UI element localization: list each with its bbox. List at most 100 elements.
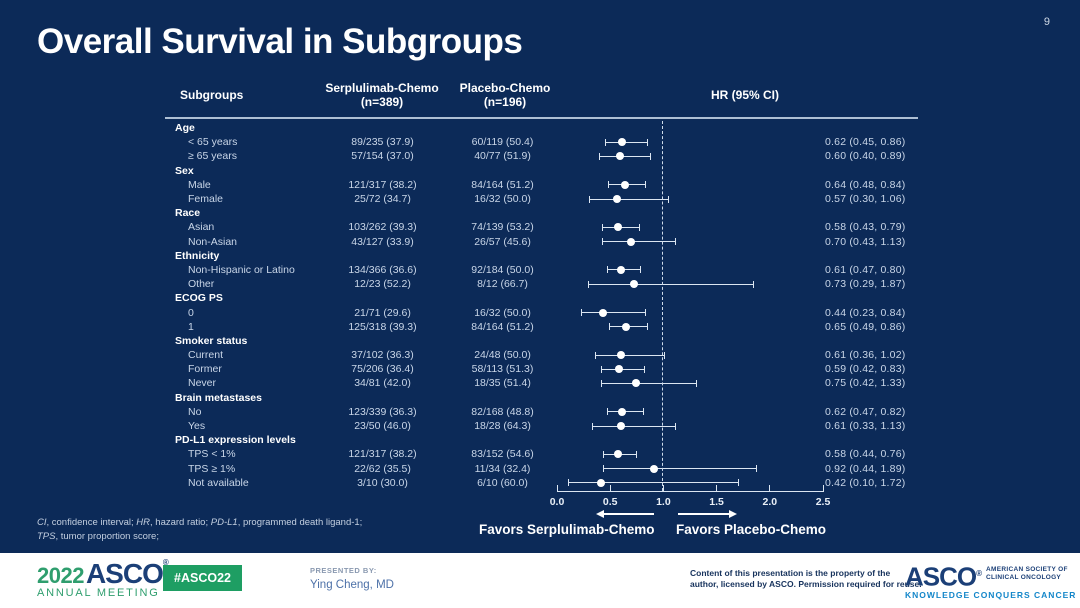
hashtag-badge: #ASCO22 — [163, 565, 242, 591]
category-row: Brain metastases — [175, 391, 990, 405]
asco-tagline: KNOWLEDGE CONQUERS CANCER — [905, 589, 1077, 600]
hr-point — [615, 365, 624, 374]
category-row: Ethnicity — [175, 249, 990, 263]
subgroup-row: No 123/339 (36.3) 82/168 (48.8) 0.62 (0.47,… — [175, 405, 990, 419]
ci-cap-low — [581, 309, 583, 317]
subgroup-label: < 65 years — [188, 136, 238, 149]
footnote-segment: HR — [136, 517, 151, 528]
favors-right-arrowhead-icon — [729, 510, 737, 518]
forest-plot-cell — [555, 263, 825, 277]
hr-value: 0.61 (0.36, 1.02) — [825, 349, 906, 362]
forest-plot-cell — [555, 376, 825, 390]
x-axis-tick — [609, 485, 611, 492]
subgroup-label: Other — [188, 278, 215, 291]
arm2-value: 16/32 (50.0) — [474, 306, 531, 319]
ci-cap-low — [606, 266, 608, 274]
subgroup-row: Former 75/206 (36.4) 58/113 (51.3) 0.59 (0.… — [175, 362, 990, 376]
ci-cap-low — [602, 238, 604, 246]
subgroup-label: Non-Hispanic or Latino — [188, 263, 295, 276]
hr-point — [621, 322, 630, 331]
forest-plot-cell — [555, 462, 825, 476]
forest-plot-cell — [555, 348, 825, 362]
hr-point — [614, 223, 623, 232]
column-header-placebo: Placebo-Chemo (n=196) — [440, 81, 570, 109]
footnote-segment: , hazard ratio; — [150, 517, 211, 528]
hr-value: 0.44 (0.23, 0.84) — [825, 306, 906, 319]
arm1-value: 12/23 (52.2) — [354, 278, 411, 291]
ci-cap-low — [588, 195, 590, 203]
category-row: Sex — [175, 164, 990, 178]
arm2-name: Placebo-Chemo — [459, 81, 551, 95]
forest-plot-cell — [555, 135, 825, 149]
ci-cap-high — [644, 309, 646, 317]
x-axis-tick — [662, 485, 664, 492]
hr-value: 0.61 (0.47, 0.80) — [825, 263, 906, 276]
arm1-value: 75/206 (36.4) — [351, 363, 414, 376]
arm2-value: 60/119 (50.4) — [471, 136, 534, 149]
x-axis-line — [557, 491, 824, 492]
arm1-value: 21/71 (29.6) — [354, 306, 411, 319]
arm2-value: 11/34 (32.4) — [474, 462, 531, 475]
category-row: Age — [175, 121, 990, 135]
ci-cap-high — [642, 408, 644, 416]
subgroup-label: Asian — [188, 221, 215, 234]
ci-cap-low — [567, 479, 569, 487]
subgroup-row: < 65 years 89/235 (37.9) 60/119 (50.4) 0.62… — [175, 135, 990, 149]
arm1-value: 89/235 (37.9) — [351, 136, 414, 149]
society-line-2: CLINICAL ONCOLOGY — [986, 574, 1062, 581]
footnote-line-2: TPS, tumor proportion score; — [37, 530, 362, 544]
arm1-value: 34/81 (42.0) — [354, 377, 411, 390]
hr-value: 0.60 (0.40, 0.89) — [825, 150, 906, 163]
subgroup-label: ≥ 65 years — [188, 150, 237, 163]
ci-cap-high — [667, 195, 669, 203]
ci-line — [603, 468, 757, 470]
arm1-value: 103/262 (39.3) — [348, 221, 417, 234]
hr-point — [618, 138, 627, 147]
x-axis-tick — [822, 485, 824, 492]
arm2-value: 92/184 (50.0) — [471, 263, 534, 276]
favors-right-label: Favors Placebo-Chemo — [676, 522, 827, 537]
x-axis-tick-label: 1.5 — [709, 496, 724, 508]
subgroup-label: 1 — [188, 320, 194, 333]
arm2-value: 40/77 (51.9) — [474, 150, 531, 163]
arm1-value: 134/366 (36.6) — [348, 263, 417, 276]
hr-point — [617, 422, 626, 431]
category-row: Smoker status — [175, 334, 990, 348]
footnote: CI, confidence interval; HR, hazard rati… — [37, 516, 362, 543]
ci-cap-low — [601, 365, 603, 373]
arm1-value: 57/154 (37.0) — [351, 150, 414, 163]
column-header-hr: HR (95% CI) — [710, 88, 779, 102]
registered-mark-icon: ® — [162, 558, 169, 567]
subgroup-row: Never 34/81 (42.0) 18/35 (51.4) 0.75 (0.42,… — [175, 376, 990, 390]
meeting-year: 2022 — [37, 563, 84, 588]
hr-point — [626, 237, 635, 246]
arm1-value: 22/62 (35.5) — [354, 462, 411, 475]
subgroup-row: Asian 103/262 (39.3) 74/139 (53.2) 0.58 (0.… — [175, 220, 990, 234]
presented-by-label: PRESENTED BY: — [310, 566, 377, 575]
arm2-value: 16/32 (50.0) — [474, 193, 531, 206]
ci-cap-high — [675, 238, 677, 246]
subgroup-row: Non-Hispanic or Latino 134/366 (36.6) 92/1… — [175, 263, 990, 277]
forest-plot-cell — [555, 447, 825, 461]
x-axis-tick — [716, 485, 718, 492]
favors-left-arrow — [601, 513, 654, 515]
hr-point — [614, 450, 623, 459]
ci-cap-high — [643, 365, 645, 373]
subgroup-label: Yes — [188, 420, 206, 433]
ci-cap-high — [636, 450, 638, 458]
ci-cap-high — [737, 479, 739, 487]
arm2-value: 58/113 (51.3) — [471, 363, 534, 376]
subgroup-label: Former — [188, 363, 222, 376]
hr-point — [630, 280, 639, 289]
ci-cap-low — [601, 379, 603, 387]
ci-cap-low — [591, 422, 593, 430]
arm2-n: (n=196) — [483, 95, 527, 109]
ci-cap-high — [755, 465, 757, 473]
ci-cap-low — [607, 181, 609, 189]
presenter-name: Ying Cheng, MD — [310, 579, 394, 591]
arm2-value: 18/28 (64.3) — [474, 420, 531, 433]
hr-point — [618, 407, 627, 416]
arm2-value: 6/10 (60.0) — [477, 476, 528, 489]
footnote-segment: PD-L1 — [210, 517, 238, 528]
ci-line — [591, 425, 677, 427]
